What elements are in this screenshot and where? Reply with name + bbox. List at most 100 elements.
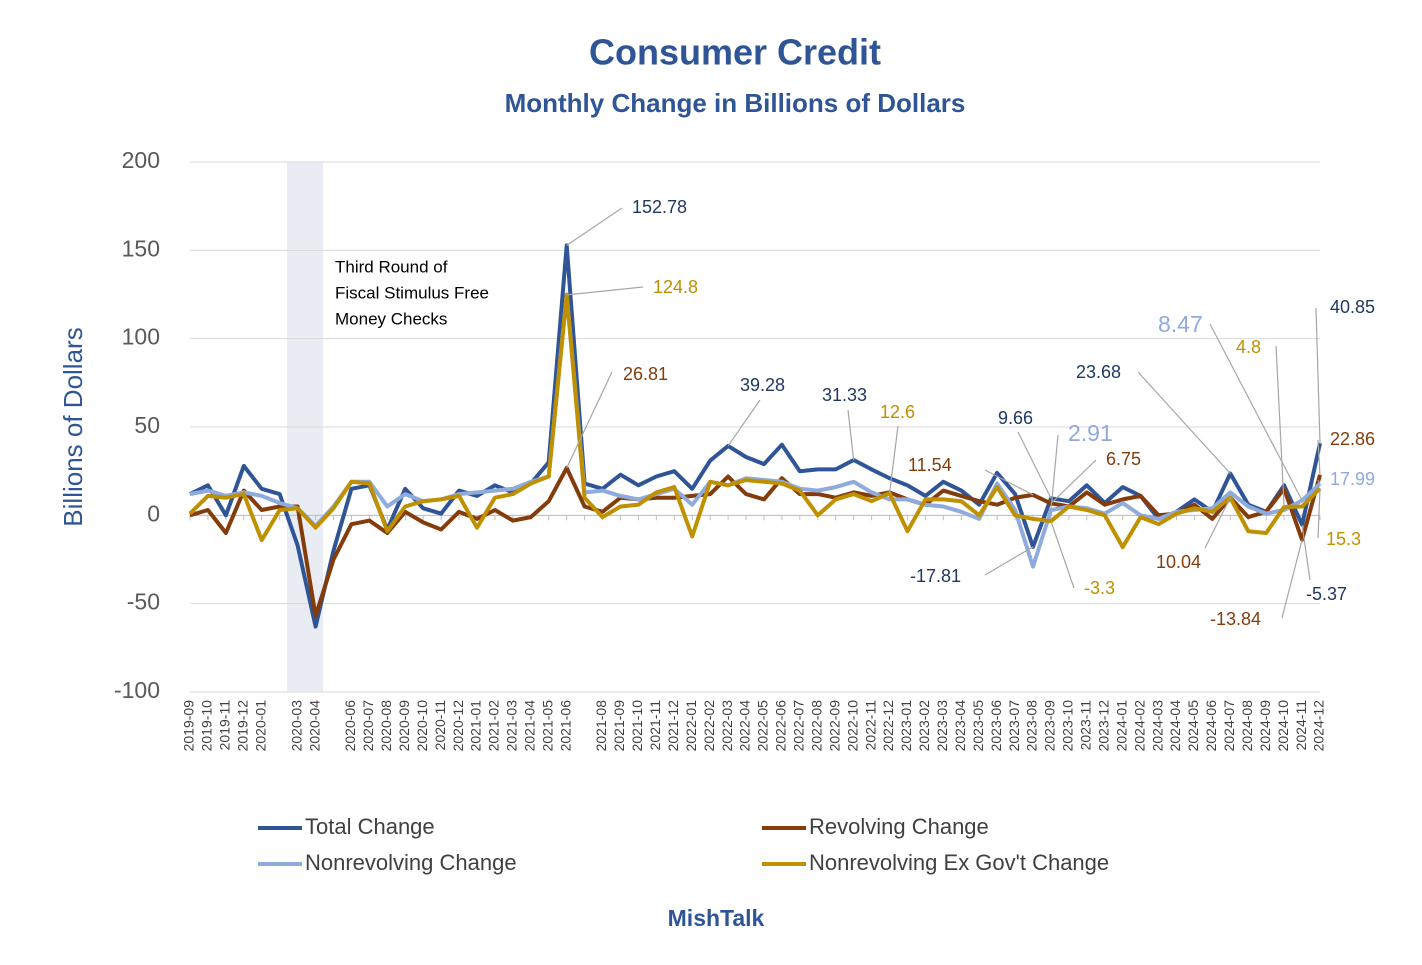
data-label: 10.04 (1156, 552, 1201, 572)
x-tick-label: 2022-11 (862, 700, 878, 751)
leader-line (1137, 371, 1231, 474)
y-axis-label: Billions of Dollars (58, 327, 88, 526)
data-label: 8.47 (1158, 311, 1203, 337)
x-tick-label: 2019-11 (217, 700, 233, 751)
data-label: 22.86 (1330, 429, 1375, 449)
y-tick-label: 150 (122, 235, 160, 261)
leader-line (1050, 520, 1075, 589)
data-label: 6.75 (1106, 449, 1141, 469)
x-tick-label: 2021-12 (665, 700, 681, 752)
x-tick-label: 2020-12 (450, 700, 466, 752)
data-label: 26.81 (623, 364, 668, 384)
x-tick-label: 2024-10 (1275, 700, 1291, 752)
leader-line (1301, 524, 1311, 581)
x-tick-label: 2022-07 (791, 700, 807, 752)
x-tick-label: 2022-12 (880, 700, 896, 752)
x-tick-label: 2019-10 (199, 700, 215, 752)
x-tick-label: 2023-06 (988, 700, 1004, 752)
data-label: 39.28 (740, 375, 785, 395)
x-tick-label: 2020-04 (306, 700, 322, 752)
y-tick-label: -100 (114, 677, 160, 703)
x-tick-label: 2020-01 (252, 700, 268, 752)
series-line (188, 292, 1322, 550)
x-tick-label: 2023-04 (952, 700, 968, 752)
y-tick-label: 100 (122, 324, 160, 350)
annotation: Money Checks (335, 309, 447, 328)
leader-line (566, 371, 613, 469)
x-tick-label: 2021-02 (486, 700, 502, 752)
x-tick-label: 2022-01 (683, 700, 699, 752)
x-tick-label: 2021-05 (539, 700, 555, 752)
x-tick-label: 2024-11 (1293, 700, 1309, 751)
x-tick-label: 2024-04 (1167, 700, 1183, 752)
x-tick-label: 2024-08 (1239, 700, 1255, 752)
data-label: 124.8 (653, 277, 698, 297)
x-tick-label: 2021-11 (647, 700, 663, 751)
x-tick-label: 2024-02 (1131, 700, 1147, 752)
x-tick-label: 2019-09 (181, 700, 197, 752)
series-line (189, 292, 1322, 569)
legend-label: Revolving Change (809, 814, 989, 839)
leader-line (1317, 439, 1321, 475)
y-tick-label: 50 (134, 412, 160, 438)
leader-line (1050, 434, 1059, 511)
leader-line (1017, 431, 1052, 499)
leader-line (847, 409, 855, 461)
x-tick-label: 2024-05 (1185, 700, 1201, 752)
data-label: -13.84 (1210, 609, 1261, 629)
x-tick-label: 2020-08 (378, 700, 394, 752)
annotation: Third Round of (335, 257, 448, 276)
data-label: 23.68 (1076, 362, 1121, 382)
leader-line (1281, 539, 1303, 619)
x-tick-label: 2022-10 (844, 700, 860, 752)
leader-line (888, 425, 899, 494)
x-tick-label: 2023-08 (1024, 700, 1040, 752)
x-tick-label: 2023-03 (934, 700, 950, 752)
x-tick-label: 2020-06 (342, 700, 358, 752)
leader-line (566, 207, 623, 246)
data-label: 4.8 (1236, 337, 1261, 357)
leader-line (1317, 479, 1321, 484)
leader-line (1204, 497, 1231, 549)
x-tick-label: 2024-01 (1113, 700, 1129, 752)
series-line (189, 466, 1322, 618)
x-tick-label: 2019-12 (235, 700, 251, 752)
x-tick-label: 2022-09 (826, 700, 842, 752)
legend-label: Nonrevolving Ex Gov't Change (809, 850, 1109, 875)
data-label: -3.3 (1084, 578, 1115, 598)
data-label: 9.66 (998, 408, 1033, 428)
legend-label: Total Change (305, 814, 435, 839)
x-tick-label: 2020-03 (288, 700, 304, 752)
x-tick-label: 2024-07 (1221, 700, 1237, 752)
data-label: 11.54 (908, 455, 952, 475)
x-tick-label: 2020-09 (396, 700, 412, 752)
y-tick-label: 0 (147, 500, 160, 526)
data-label: 17.99 (1330, 469, 1375, 489)
data-label: -17.81 (910, 566, 961, 586)
x-tick-label: 2024-09 (1257, 700, 1273, 752)
x-tick-label: 2021-04 (521, 700, 537, 752)
x-tick-label: 2020-10 (414, 700, 430, 752)
series-line (189, 243, 1322, 629)
leader-line (1315, 307, 1321, 444)
x-tick-label: 2023-07 (1006, 700, 1022, 752)
x-tick-label: 2024-06 (1203, 700, 1219, 752)
x-tick-label: 2023-02 (916, 700, 932, 752)
chart-subtitle: Monthly Change in Billions of Dollars (505, 88, 966, 118)
x-tick-label: 2022-02 (701, 700, 717, 752)
x-tick-label: 2021-10 (629, 700, 645, 752)
x-tick-label: 2021-03 (504, 700, 520, 752)
source: MishTalk (668, 905, 765, 931)
x-tick-label: 2023-01 (898, 700, 914, 752)
x-tick-label: 2022-05 (755, 700, 771, 752)
leader-line (727, 399, 761, 447)
x-tick-label: 2022-03 (719, 700, 735, 752)
data-label: -5.37 (1306, 584, 1347, 604)
data-label: 12.6 (880, 402, 915, 422)
x-tick-label: 2020-07 (360, 700, 376, 752)
leader-line (1209, 323, 1303, 501)
x-tick-label: 2020-11 (432, 700, 448, 751)
leader-line (1317, 488, 1321, 539)
